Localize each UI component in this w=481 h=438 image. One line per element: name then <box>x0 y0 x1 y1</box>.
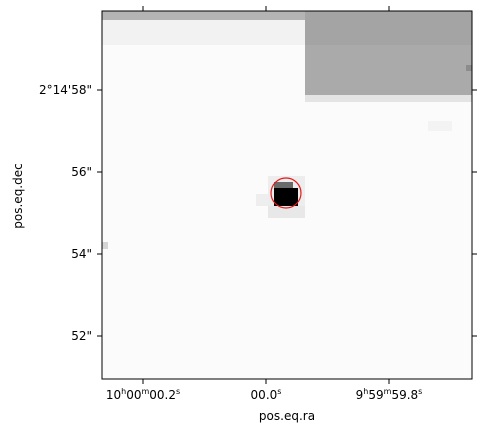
y-tick-label-3: 54" <box>71 247 92 261</box>
x-ticks <box>142 6 390 384</box>
x-tick-label-3: 9h59m59.8s <box>356 387 423 402</box>
saturated-region-upper <box>305 11 472 45</box>
source-top <box>274 182 293 188</box>
edge-pixel <box>102 242 108 249</box>
y-axis-label: pos.eq.dec <box>11 163 25 228</box>
image-panel <box>101 10 473 380</box>
source-halo-left <box>256 194 268 206</box>
target-marker-circle <box>270 177 302 209</box>
faint-smudge <box>428 121 452 131</box>
y-tick-label-4: 52" <box>71 329 92 343</box>
x-tick-label-1: 10h00m00.2s <box>106 387 180 402</box>
top-strip-light <box>102 20 305 45</box>
plot-frame <box>101 10 473 380</box>
saturated-region-lower <box>305 45 472 95</box>
x-tick-label-2: 00.0s <box>251 387 282 402</box>
y-tick-label-1: 2°14'58" <box>39 83 92 97</box>
top-strip-dark <box>102 11 305 20</box>
y-tick-label-2: 56" <box>71 165 92 179</box>
saturated-edge <box>305 95 472 102</box>
x-axis-label: pos.eq.ra <box>259 409 315 423</box>
hot-pixel <box>466 65 472 71</box>
y-ticks <box>97 89 477 337</box>
source-halo-bottom <box>268 206 305 218</box>
source-core <box>274 188 298 206</box>
